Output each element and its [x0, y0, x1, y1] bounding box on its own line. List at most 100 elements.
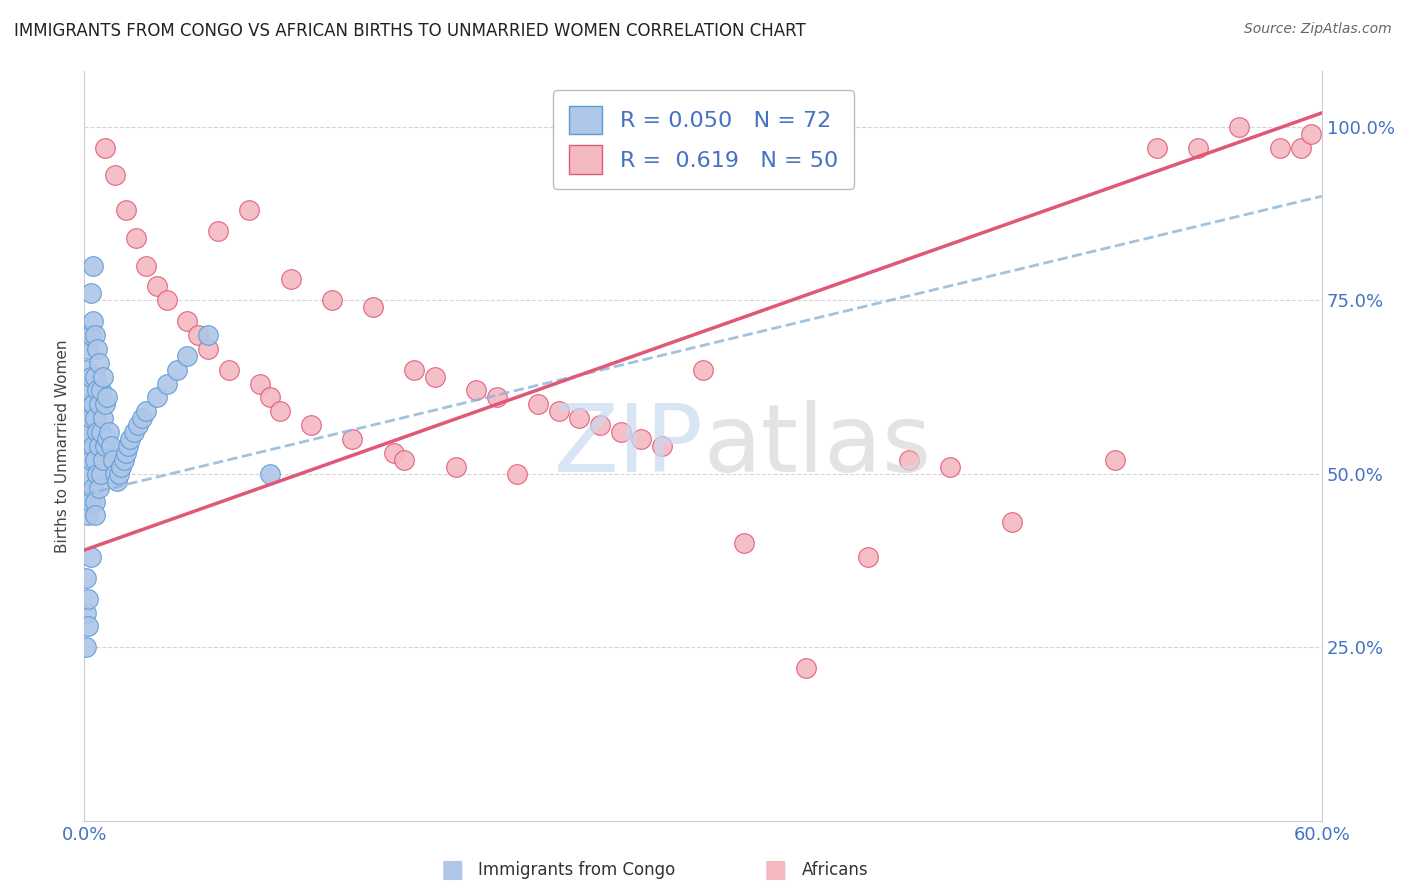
Point	[75, 432, 97, 446]
Point	[90, 384, 112, 398]
Point	[79, 286, 101, 301]
Point	[135, 259, 157, 273]
Point	[166, 362, 188, 376]
Point	[87, 481, 110, 495]
Point	[75, 487, 97, 501]
Point	[135, 404, 157, 418]
Point	[96, 391, 118, 405]
Point	[77, 508, 100, 523]
Point	[131, 411, 153, 425]
Point	[82, 481, 104, 495]
Point	[77, 591, 100, 606]
Point	[114, 446, 136, 460]
Point	[87, 397, 110, 411]
Point	[404, 362, 426, 376]
Point	[939, 459, 962, 474]
Point	[609, 425, 631, 439]
Point	[259, 391, 281, 405]
Text: Source: ZipAtlas.com: Source: ZipAtlas.com	[1244, 22, 1392, 37]
Point	[91, 453, 114, 467]
Point	[83, 369, 105, 384]
Point	[100, 439, 122, 453]
Point	[259, 467, 281, 481]
Point	[91, 369, 114, 384]
Point	[269, 404, 291, 418]
Point	[382, 446, 405, 460]
Point	[75, 640, 97, 655]
Point	[361, 300, 384, 314]
Point	[77, 619, 100, 633]
Point	[280, 272, 302, 286]
Point	[79, 411, 101, 425]
Legend: R = 0.050   N = 72, R =  0.619   N = 50: R = 0.050 N = 72, R = 0.619 N = 50	[554, 90, 853, 189]
Text: Africans: Africans	[801, 861, 868, 879]
Point	[1301, 127, 1323, 141]
Point	[156, 293, 179, 308]
Point	[527, 397, 550, 411]
Point	[112, 453, 135, 467]
Point	[392, 453, 415, 467]
Point	[75, 606, 97, 620]
Point	[299, 418, 322, 433]
Point	[82, 439, 104, 453]
Point	[145, 279, 167, 293]
Point	[83, 508, 105, 523]
Point	[1146, 141, 1168, 155]
Point	[79, 369, 101, 384]
Point	[547, 404, 569, 418]
Point	[249, 376, 271, 391]
Point	[197, 342, 219, 356]
Point	[77, 467, 100, 481]
Point	[75, 397, 97, 411]
Point	[465, 384, 488, 398]
Point	[86, 384, 108, 398]
Point	[104, 169, 127, 183]
Point	[692, 362, 714, 376]
Point	[187, 328, 209, 343]
Point	[485, 391, 508, 405]
Point	[506, 467, 529, 481]
Point	[176, 349, 198, 363]
Point	[83, 411, 105, 425]
Point	[94, 439, 117, 453]
Point	[79, 549, 101, 564]
Point	[218, 362, 240, 376]
Point	[77, 425, 100, 439]
Point	[1001, 516, 1024, 530]
Point	[105, 474, 128, 488]
Point	[104, 467, 127, 481]
Point	[87, 439, 110, 453]
Text: ■: ■	[440, 858, 464, 881]
Point	[856, 549, 879, 564]
Point	[77, 384, 100, 398]
Point	[127, 418, 149, 433]
Point	[321, 293, 343, 308]
Point	[207, 224, 229, 238]
Point	[342, 432, 364, 446]
Y-axis label: Births to Unmarried Women: Births to Unmarried Women	[55, 339, 70, 553]
Point	[1289, 141, 1312, 155]
Point	[86, 467, 108, 481]
Point	[98, 425, 121, 439]
Point	[79, 494, 101, 508]
Point	[75, 362, 97, 376]
Point	[94, 141, 117, 155]
Point	[83, 328, 105, 343]
Point	[83, 453, 105, 467]
Point	[568, 411, 591, 425]
Point	[114, 203, 136, 218]
Point	[794, 661, 817, 675]
Point	[82, 314, 104, 328]
Point	[589, 418, 612, 433]
Text: Immigrants from Congo: Immigrants from Congo	[478, 861, 675, 879]
Point	[118, 432, 141, 446]
Point	[94, 397, 117, 411]
Point	[86, 425, 108, 439]
Point	[423, 369, 446, 384]
Point	[82, 397, 104, 411]
Point	[83, 494, 105, 508]
Point	[125, 231, 148, 245]
Point	[108, 467, 131, 481]
Point	[90, 425, 112, 439]
Point	[90, 467, 112, 481]
